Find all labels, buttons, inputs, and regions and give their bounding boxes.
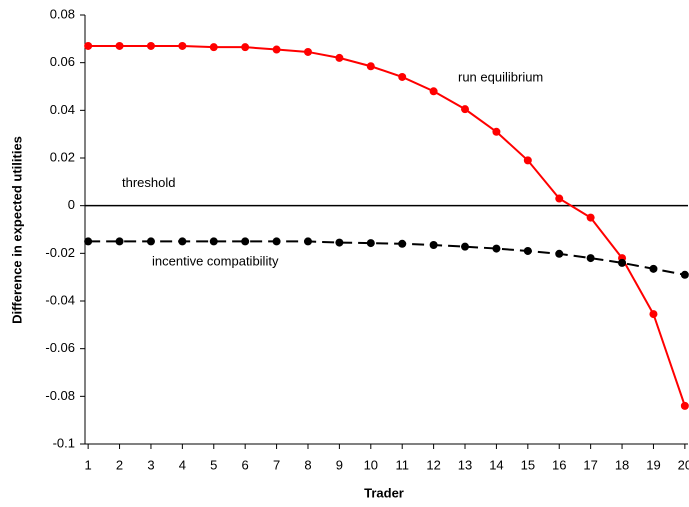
- y-tick-label: -0.1: [53, 435, 75, 450]
- data-point: [492, 127, 501, 136]
- data-point: [586, 254, 595, 263]
- data-point: [492, 244, 501, 253]
- y-tick-label: 0.02: [50, 149, 75, 164]
- data-point: [272, 237, 281, 246]
- data-point: [241, 237, 250, 246]
- data-point: [335, 238, 344, 247]
- y-axis-label: Difference in expected utilities: [9, 136, 24, 324]
- x-tick-label: 12: [426, 457, 440, 472]
- x-tick-label: 5: [210, 457, 217, 472]
- data-point: [461, 242, 470, 251]
- data-point: [366, 62, 375, 71]
- x-axis-label: Trader: [364, 485, 404, 500]
- data-point: [115, 237, 124, 246]
- data-point: [146, 41, 155, 50]
- data-point: [555, 194, 564, 203]
- y-tick-label: 0.06: [50, 54, 75, 69]
- x-tick-label: 7: [273, 457, 280, 472]
- data-point: [586, 213, 595, 222]
- y-tick-label: 0.08: [50, 6, 75, 21]
- series-line: [88, 240, 686, 276]
- y-tick-label: -0.08: [45, 388, 75, 403]
- data-point: [178, 41, 187, 50]
- data-point: [680, 270, 689, 279]
- y-tick-label: 0: [68, 197, 75, 212]
- data-point: [649, 264, 658, 273]
- data-point: [84, 41, 93, 50]
- series-label: incentive compatibility: [152, 253, 279, 268]
- x-tick-label: 11: [395, 457, 409, 472]
- x-tick-label: 15: [521, 457, 535, 472]
- y-tick-label: -0.04: [45, 292, 75, 307]
- data-point: [398, 239, 407, 248]
- x-tick-label: 1: [85, 457, 92, 472]
- data-point: [523, 246, 532, 255]
- data-point: [618, 258, 627, 267]
- x-tick-label: 3: [147, 457, 154, 472]
- x-tick-label: 2: [116, 457, 123, 472]
- data-point: [303, 47, 312, 56]
- data-point: [461, 105, 470, 114]
- data-point: [241, 43, 250, 52]
- y-tick-label: 0.04: [50, 102, 75, 117]
- x-tick-label: 8: [304, 457, 311, 472]
- data-point: [272, 45, 281, 54]
- annotation: threshold: [122, 175, 175, 190]
- x-tick-label: 17: [583, 457, 597, 472]
- data-point: [429, 240, 438, 249]
- x-tick-label: 20: [678, 457, 689, 472]
- x-tick-label: 19: [646, 457, 660, 472]
- data-point: [680, 401, 689, 410]
- x-tick-label: 16: [552, 457, 566, 472]
- series-line: [88, 44, 686, 407]
- data-point: [429, 87, 438, 96]
- data-point: [209, 237, 218, 246]
- data-point: [649, 310, 658, 319]
- data-point: [335, 53, 344, 62]
- series-label: run equilibrium: [458, 69, 543, 84]
- data-point: [178, 237, 187, 246]
- x-tick-label: 9: [336, 457, 343, 472]
- data-point: [84, 237, 93, 246]
- data-point: [398, 72, 407, 81]
- x-tick-label: 13: [458, 457, 472, 472]
- data-point: [146, 237, 155, 246]
- y-tick-label: -0.02: [45, 245, 75, 260]
- x-tick-label: 6: [242, 457, 249, 472]
- data-point: [115, 41, 124, 50]
- x-tick-label: 14: [489, 457, 503, 472]
- data-point: [209, 43, 218, 52]
- y-tick-label: -0.06: [45, 340, 75, 355]
- data-point: [523, 156, 532, 165]
- x-tick-label: 10: [364, 457, 378, 472]
- data-point: [555, 249, 564, 258]
- data-point: [303, 237, 312, 246]
- x-tick-label: 18: [615, 457, 629, 472]
- x-tick-label: 4: [179, 457, 186, 472]
- data-point: [366, 239, 375, 248]
